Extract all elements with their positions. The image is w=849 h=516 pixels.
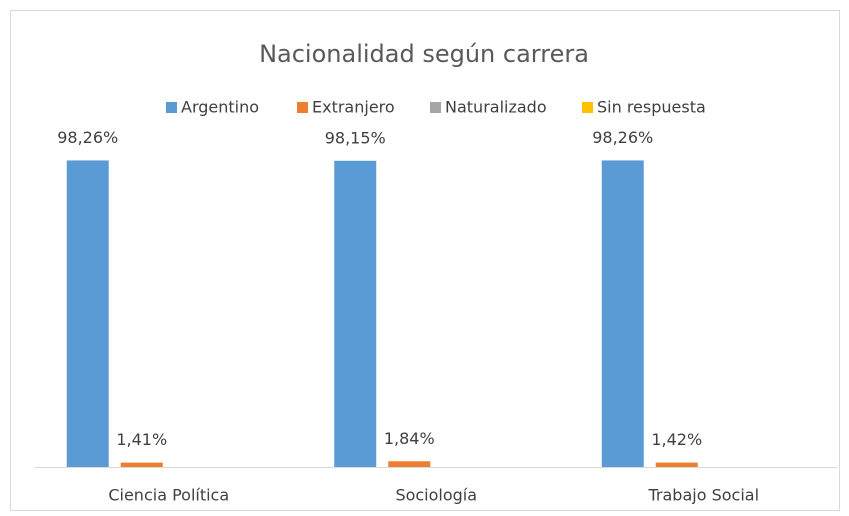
legend-label: Naturalizado (445, 98, 547, 117)
x-tick-label: Sociología (395, 486, 477, 505)
data-label: 98,15% (325, 128, 386, 147)
chart-title: Nacionalidad según carrera (259, 40, 589, 68)
legend-swatch (297, 102, 308, 113)
legend-swatch (430, 102, 441, 113)
bar (655, 462, 698, 467)
legend-swatch (582, 102, 593, 113)
bar (66, 160, 109, 467)
bar (601, 160, 644, 467)
legend-label: Extranjero (312, 98, 395, 117)
legend-label: Argentino (181, 98, 259, 117)
legend-label: Sin respuesta (597, 98, 706, 117)
bar (388, 461, 431, 467)
chart-border (10, 10, 840, 511)
data-label: 98,26% (57, 128, 118, 147)
data-label: 1,41% (116, 430, 167, 449)
data-label: 1,84% (384, 429, 435, 448)
data-label: 98,26% (592, 128, 653, 147)
legend-swatch (166, 102, 177, 113)
bar (120, 462, 163, 467)
x-tick-label: Ciencia Política (108, 486, 229, 505)
bar (334, 160, 377, 467)
data-label: 1,42% (651, 430, 702, 449)
x-tick-label: Trabajo Social (647, 486, 759, 505)
